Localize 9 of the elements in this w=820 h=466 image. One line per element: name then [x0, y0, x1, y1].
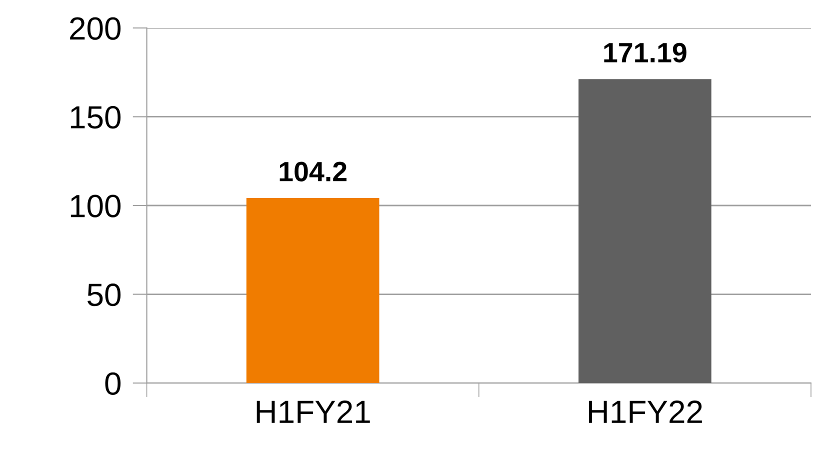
y-tick-label: 50 — [88, 284, 121, 306]
data-label: 171.19 — [604, 42, 686, 63]
y-tick-label: 200 — [70, 17, 121, 40]
x-tick-label: H1FY22 — [588, 400, 702, 423]
y-tick-label: 0 — [105, 372, 121, 395]
data-label: 104.2 — [280, 162, 346, 182]
y-tick-label: 100 — [70, 194, 121, 218]
x-tick-label: H1FY21 — [256, 400, 370, 423]
y-tick-label: 150 — [70, 106, 121, 129]
